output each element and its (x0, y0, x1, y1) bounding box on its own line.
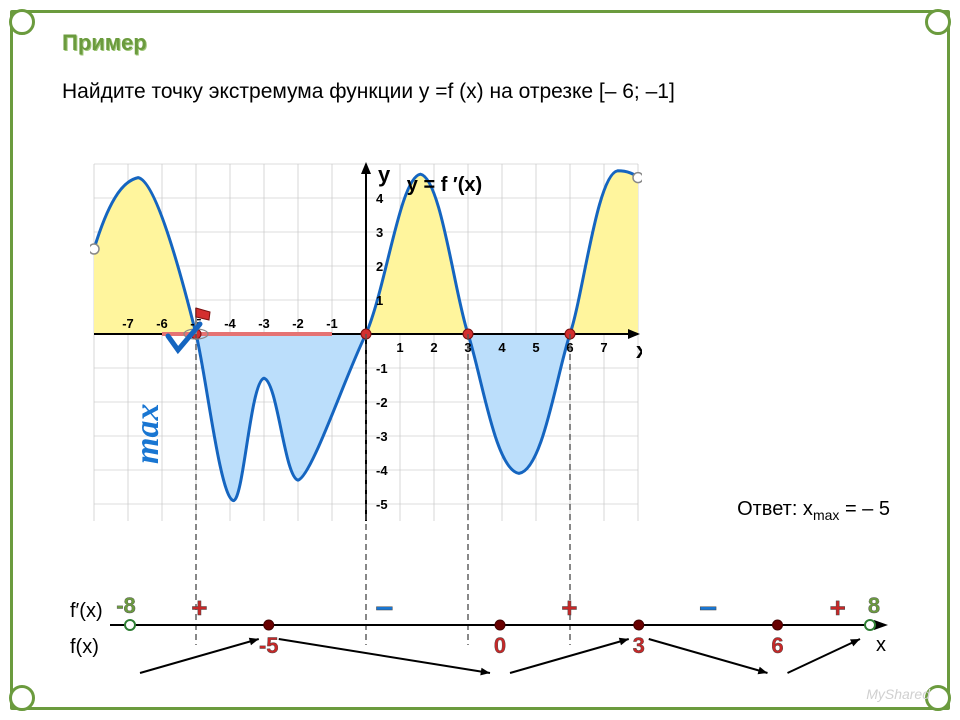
svg-text:0: 0 (494, 633, 506, 658)
svg-text:3: 3 (633, 633, 645, 658)
corner-ornament (9, 685, 35, 711)
answer-prefix: Ответ: x (737, 498, 813, 520)
answer-suffix: = – 5 (839, 498, 890, 520)
svg-text:-2: -2 (376, 395, 388, 410)
svg-text:f(x): f(x) (70, 636, 99, 658)
svg-text:+: + (829, 592, 845, 623)
svg-text:4: 4 (498, 340, 506, 355)
svg-text:max: max (129, 404, 166, 464)
svg-text:-5: -5 (376, 497, 388, 512)
svg-text:-1: -1 (376, 361, 388, 376)
svg-text:–: – (375, 588, 393, 624)
svg-text:8: 8 (868, 593, 880, 618)
corner-ornament (9, 9, 35, 35)
svg-text:5: 5 (532, 340, 539, 355)
svg-text:-1: -1 (326, 316, 338, 331)
svg-text:3: 3 (376, 225, 383, 240)
svg-text:7: 7 (600, 340, 607, 355)
svg-text:1: 1 (396, 340, 403, 355)
sign-number-line: -8 8 -5 0 3 6 + – + – + f′(x) f(x) x (60, 585, 900, 695)
svg-text:x: x (876, 634, 886, 656)
answer-sub: max (813, 507, 839, 523)
svg-text:-6: -6 (156, 316, 168, 331)
svg-text:2: 2 (430, 340, 437, 355)
corner-ornament (925, 9, 951, 35)
svg-text:6: 6 (771, 633, 783, 658)
svg-text:-4: -4 (224, 316, 236, 331)
svg-text:-4: -4 (376, 463, 388, 478)
svg-text:-2: -2 (292, 316, 304, 331)
svg-text:4: 4 (376, 191, 384, 206)
answer-text: Ответ: xmax = – 5 (737, 498, 890, 523)
svg-text:y = f ′(x): y = f ′(x) (407, 174, 482, 196)
svg-text:+: + (561, 592, 577, 623)
svg-text:y: y (378, 162, 391, 187)
svg-text:-3: -3 (376, 429, 388, 444)
example-title: Пример (62, 30, 147, 56)
svg-text:–: – (699, 588, 717, 624)
svg-text:-7: -7 (122, 316, 134, 331)
svg-text:+: + (191, 592, 207, 623)
svg-text:1: 1 (376, 293, 383, 308)
svg-text:-8: -8 (116, 593, 136, 618)
task-text: Найдите точку экстремума функции у =f (x… (62, 80, 675, 104)
svg-text:-5: -5 (259, 633, 279, 658)
svg-text:f′(x): f′(x) (70, 600, 103, 622)
svg-text:-3: -3 (258, 316, 270, 331)
derivative-chart: -7-6-5-4-3-2-112345674321-1-2-3-4-5xyy =… (90, 160, 642, 655)
svg-text:2: 2 (376, 259, 383, 274)
svg-text:x: x (636, 338, 642, 363)
